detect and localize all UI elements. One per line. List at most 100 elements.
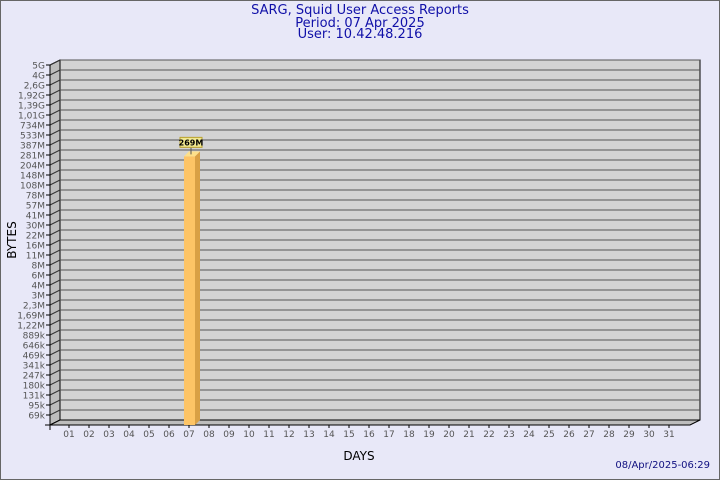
grid-diagonal [49, 59, 61, 66]
y-tick-label: 734M [20, 122, 45, 132]
grid-diagonal [49, 399, 61, 406]
chart-title: SARG, Squid User Access Reports [251, 3, 469, 18]
grid-diagonal [49, 169, 61, 176]
grid-diagonal [49, 69, 61, 76]
y-tick-label: 2,3M [23, 302, 45, 312]
x-tick-label: 17 [383, 430, 394, 440]
chart-user: User: 10.42.48.216 [297, 27, 423, 42]
x-tick-label: 23 [503, 430, 514, 440]
x-tick-label: 26 [563, 430, 575, 440]
x-tick-label: 21 [463, 430, 474, 440]
y-tick-label: 30M [26, 222, 45, 232]
grid-diagonal [49, 279, 61, 286]
grid-diagonal [49, 219, 61, 226]
y-tick-label: 131k [23, 392, 46, 402]
x-tick-label: 29 [623, 430, 635, 440]
y-tick-label: 95k [28, 402, 45, 412]
x-tick-label: 09 [223, 430, 235, 440]
grid-diagonal [49, 99, 61, 106]
grid-diagonal [49, 209, 61, 216]
x-tick-label: 31 [663, 430, 674, 440]
grid-diagonal [49, 359, 61, 366]
y-tick-label: 22M [26, 232, 45, 242]
x-tick-label: 14 [323, 430, 335, 440]
x-tick-label: 22 [483, 430, 494, 440]
bar-top [184, 151, 200, 157]
grid-diagonal [49, 149, 61, 156]
grid-diagonal [49, 379, 61, 386]
x-tick-label: 11 [263, 430, 274, 440]
y-tick-label: 4G [32, 72, 45, 82]
y-tick-label: 646k [23, 342, 46, 352]
y-tick-label: 533M [20, 132, 45, 142]
bar-side [195, 151, 200, 425]
x-tick-label: 13 [303, 430, 314, 440]
x-tick-label: 16 [363, 430, 375, 440]
y-tick-label: 5G [32, 62, 45, 72]
x-axis-title: DAYS [343, 449, 374, 463]
y-tick-label: 1,92G [18, 92, 45, 102]
floor [49, 419, 701, 426]
grid-diagonal [49, 409, 61, 416]
grid-diagonal [49, 389, 61, 396]
x-tick-label: 25 [543, 430, 554, 440]
x-tick-label: 30 [643, 430, 655, 440]
y-axis-title: BYTES [5, 221, 19, 258]
y-tick-label: 180k [23, 382, 46, 392]
y-tick-label: 41M [26, 212, 45, 222]
grid-diagonal [49, 89, 61, 96]
grid-diagonal [49, 229, 61, 236]
y-tick-label: 8M [32, 262, 46, 272]
y-tick-label: 78M [26, 192, 45, 202]
y-tick-label: 108M [20, 182, 45, 192]
y-tick-label: 148M [20, 172, 45, 182]
grid-diagonal [49, 189, 61, 196]
x-tick-label: 02 [83, 430, 94, 440]
y-tick-label: 1,22M [17, 322, 45, 332]
generated-timestamp: 08/Apr/2025-06:29 [615, 460, 710, 471]
grid-diagonal [49, 199, 61, 206]
grid-diagonal [49, 139, 61, 146]
grid-diagonal [49, 339, 61, 346]
grid-diagonal [49, 129, 61, 136]
grid-diagonal [49, 299, 61, 306]
grid-diagonal [49, 269, 61, 276]
x-tick-label: 28 [603, 430, 615, 440]
x-tick-label: 27 [583, 430, 594, 440]
grid-diagonal [49, 329, 61, 336]
grid-diagonal [49, 319, 61, 326]
x-tick-label: 07 [183, 430, 194, 440]
y-tick-label: 2,6G [24, 82, 45, 92]
y-tick-label: 281M [20, 152, 45, 162]
x-tick-label: 19 [423, 430, 435, 440]
grid-diagonal [49, 259, 61, 266]
x-tick-label: 04 [123, 430, 135, 440]
y-tick-label: 69k [28, 412, 45, 422]
grid-diagonal [49, 109, 61, 116]
x-tick-label: 18 [403, 430, 415, 440]
y-tick-label: 1,39G [18, 102, 45, 112]
x-tick-label: 15 [343, 430, 354, 440]
y-tick-label: 387M [20, 142, 45, 152]
x-tick-label: 24 [523, 430, 535, 440]
y-tick-label: 1,69M [17, 312, 45, 322]
grid-diagonal [49, 249, 61, 256]
y-tick-label: 57M [26, 202, 45, 212]
y-tick-label: 341k [23, 362, 46, 372]
data-label-box [179, 136, 203, 148]
y-tick-label: 3M [32, 292, 46, 302]
y-tick-label: 247k [23, 372, 46, 382]
grid-diagonal [49, 119, 61, 126]
grid-diagonal [49, 179, 61, 186]
y-tick-label: 16M [26, 242, 45, 252]
x-tick-label: 08 [203, 430, 215, 440]
grid-diagonal [49, 289, 61, 296]
y-tick-label: 1,01G [18, 112, 45, 122]
x-tick-label: 01 [63, 430, 74, 440]
x-tick-label: 05 [143, 430, 154, 440]
grid-diagonal [49, 349, 61, 356]
x-tick-label: 12 [283, 430, 294, 440]
x-tick-label: 20 [443, 430, 455, 440]
grid-diagonal [49, 159, 61, 166]
